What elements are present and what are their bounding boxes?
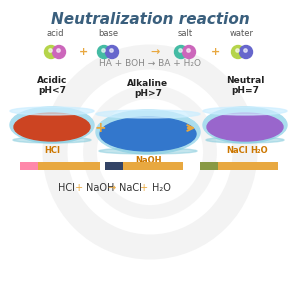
Text: Acidic
pH<7: Acidic pH<7 <box>37 76 67 95</box>
Text: NaOH: NaOH <box>86 183 114 193</box>
Circle shape <box>52 46 65 59</box>
Text: water: water <box>230 29 254 38</box>
Circle shape <box>44 46 58 59</box>
Ellipse shape <box>203 107 287 115</box>
Circle shape <box>232 46 244 59</box>
Ellipse shape <box>96 110 200 154</box>
Text: NaCl: NaCl <box>226 146 248 155</box>
Ellipse shape <box>207 113 283 141</box>
Ellipse shape <box>14 113 90 141</box>
Bar <box>38 162 100 170</box>
Text: NaCl: NaCl <box>119 183 142 193</box>
Text: salt: salt <box>177 29 193 38</box>
Text: +: + <box>72 183 86 193</box>
Bar <box>218 162 278 170</box>
Ellipse shape <box>10 107 94 143</box>
Text: +: + <box>210 47 220 57</box>
Ellipse shape <box>203 107 287 143</box>
Bar <box>20 162 38 170</box>
Ellipse shape <box>13 137 91 143</box>
Text: →: → <box>150 47 160 57</box>
Circle shape <box>98 46 110 59</box>
Bar <box>105 162 123 170</box>
Text: +: + <box>137 183 152 193</box>
Ellipse shape <box>10 107 94 115</box>
Text: Neutral
pH=7: Neutral pH=7 <box>226 76 264 95</box>
Text: +: + <box>78 47 88 57</box>
Ellipse shape <box>100 117 196 151</box>
Ellipse shape <box>206 137 284 143</box>
Text: →: → <box>105 183 119 193</box>
Text: Neutralization reaction: Neutralization reaction <box>51 12 249 27</box>
Text: H₂O: H₂O <box>152 183 170 193</box>
Bar <box>123 162 183 170</box>
Text: +: + <box>94 121 106 135</box>
Circle shape <box>175 46 188 59</box>
Ellipse shape <box>99 148 197 154</box>
Ellipse shape <box>96 110 200 118</box>
Text: base: base <box>98 29 118 38</box>
Text: HA + BOH → BA + H₂O: HA + BOH → BA + H₂O <box>99 59 201 68</box>
Text: H₂O: H₂O <box>250 146 268 155</box>
Text: NaOH: NaOH <box>135 156 161 165</box>
Bar <box>200 162 218 170</box>
Text: Alkaline
pH>7: Alkaline pH>7 <box>128 79 169 98</box>
Text: acid: acid <box>46 29 64 38</box>
Circle shape <box>239 46 253 59</box>
Circle shape <box>106 46 118 59</box>
Circle shape <box>182 46 196 59</box>
Text: HCl: HCl <box>58 183 75 193</box>
Text: HCl: HCl <box>44 146 60 155</box>
